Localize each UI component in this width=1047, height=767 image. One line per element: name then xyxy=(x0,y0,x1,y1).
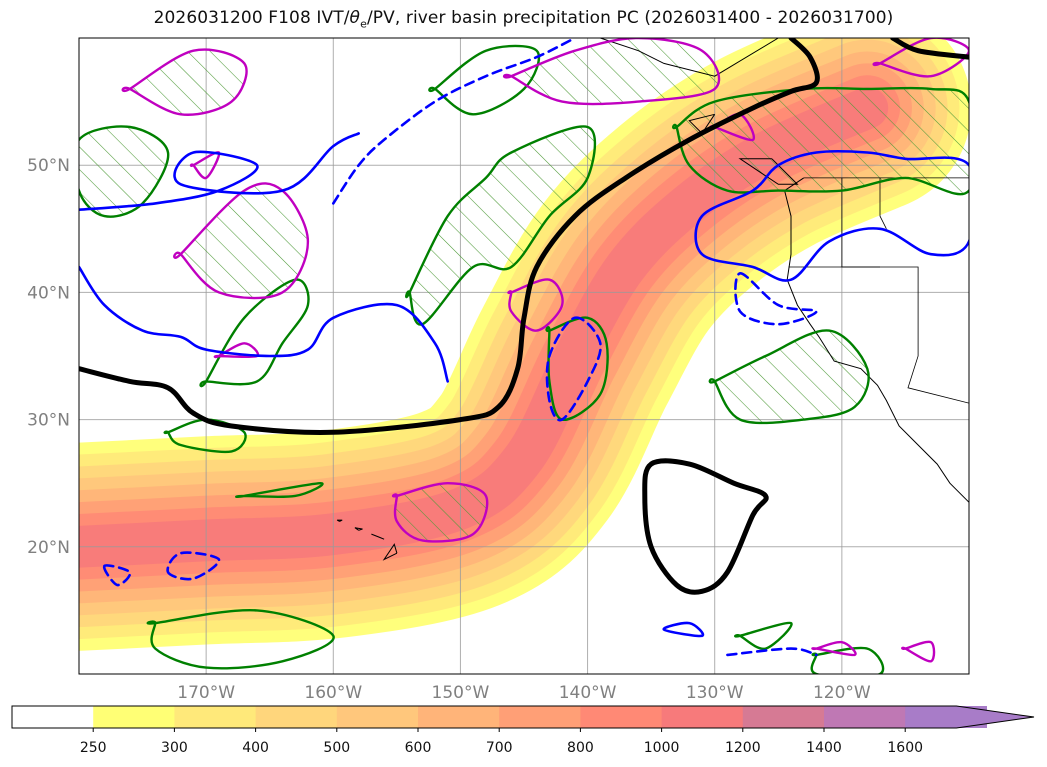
precip-contour-magenta xyxy=(173,182,310,300)
colorbar-segment-250 xyxy=(93,706,175,728)
x-tick-label: 160°W xyxy=(304,683,362,703)
precip-hatch-area xyxy=(406,126,595,325)
country-border xyxy=(841,177,969,404)
pv-contour xyxy=(79,132,360,211)
colorbar-segment-1400 xyxy=(824,706,906,728)
colorbar-outline xyxy=(11,705,1035,729)
precip-hatch-area xyxy=(174,183,308,299)
y-tick-label: 20°N xyxy=(27,538,70,558)
precip-contour-magenta xyxy=(391,482,489,543)
colorbar-tick-label: 1600 xyxy=(887,740,923,756)
precip-contour-green xyxy=(235,482,324,499)
precip-hatch-area xyxy=(673,87,969,195)
colorbar-tick-label: 1400 xyxy=(806,740,842,756)
precip-hatch-area xyxy=(122,49,247,115)
colorbar-segment-700 xyxy=(499,706,581,728)
precip-contour-magenta xyxy=(811,640,857,657)
theta-e-contour xyxy=(890,38,969,60)
precip-hatching xyxy=(79,38,969,542)
coastlines xyxy=(336,38,969,561)
precip-contour-green xyxy=(545,316,609,421)
y-tick-label: 30°N xyxy=(27,411,70,431)
chart-title: 2026031200 F108 IVT/θe/PV, river basin p… xyxy=(153,8,894,31)
precip-contour-green xyxy=(708,329,870,425)
coastline xyxy=(600,38,779,77)
precip-contour-magenta xyxy=(901,640,936,663)
colorbar-tick-label: 1200 xyxy=(725,740,761,756)
pv-contour xyxy=(545,316,602,422)
contours xyxy=(79,38,969,674)
coastline xyxy=(688,113,716,135)
colorbar: 250 300 400 500 600 700 800 1000 1200 1400 1600 xyxy=(11,705,1035,756)
colorbar-segment-500 xyxy=(336,706,419,728)
precip-contour-magenta xyxy=(502,38,721,106)
map-frame xyxy=(78,37,970,675)
precip-contour-green xyxy=(428,44,541,116)
precip-hatch-area xyxy=(79,126,169,217)
theta-e-contour xyxy=(642,458,769,595)
x-axis-ticks: 170°W 160°W 150°W 140°W 130°W 120°W xyxy=(177,683,871,703)
coastline xyxy=(354,527,363,531)
x-tick-label: 130°W xyxy=(686,683,744,703)
colorbar-tick-label: 700 xyxy=(486,740,513,756)
colorbar-extend-arrow xyxy=(905,706,1034,728)
colorbar-tick-label: 800 xyxy=(567,740,594,756)
x-tick-label: 150°W xyxy=(432,683,490,703)
colorbar-tick-label: 300 xyxy=(161,740,188,756)
x-tick-label: 140°W xyxy=(559,683,617,703)
pv-contour xyxy=(662,621,705,638)
colorbar-tick-label: 500 xyxy=(323,740,350,756)
colorbar-segment-1200 xyxy=(742,706,825,728)
colorbar-tick-label: 1000 xyxy=(644,740,680,756)
pv-contour xyxy=(79,265,449,383)
country-border xyxy=(879,177,887,229)
colorbar-segment-600 xyxy=(418,706,500,728)
x-tick-label: 170°W xyxy=(177,683,235,703)
pv-contour xyxy=(166,551,221,581)
colorbar-segment-300 xyxy=(174,706,257,728)
pv-contour xyxy=(694,149,969,282)
colorbar-tick-label: 400 xyxy=(242,740,269,756)
coastline xyxy=(784,177,969,503)
precip-contour-magenta xyxy=(872,38,969,78)
precip-contour-green xyxy=(199,278,310,388)
colorbar-segment-400 xyxy=(255,706,338,728)
precip-contour-green xyxy=(734,621,793,650)
precip-contour-green xyxy=(79,125,170,218)
colorbar-tick-label: 250 xyxy=(80,740,107,756)
pv-contour xyxy=(102,564,132,587)
pv-contour xyxy=(734,272,818,326)
colorbar-tick-label: 600 xyxy=(405,740,432,756)
pv-contour xyxy=(726,647,818,657)
colorbar-segment-1000 xyxy=(661,706,744,728)
precip-hatch-area xyxy=(504,38,720,105)
precip-contour-green xyxy=(146,608,335,670)
colorbar-segment-800 xyxy=(580,706,663,728)
coastline xyxy=(382,543,398,561)
precip-contour-magenta xyxy=(507,278,564,332)
precip-contour-magenta xyxy=(121,48,248,116)
coastline xyxy=(336,519,343,522)
y-tick-label: 50°N xyxy=(27,156,70,176)
theta-e-contour xyxy=(79,38,820,435)
coastline xyxy=(371,533,385,540)
coastline xyxy=(738,158,799,185)
colorbar-under-segment xyxy=(12,706,94,728)
y-tick-label: 40°N xyxy=(27,283,70,303)
pv-contour xyxy=(332,38,577,205)
y-axis-ticks: 20°N 30°N 40°N 50°N xyxy=(27,156,70,558)
precip-hatch-area xyxy=(393,483,488,542)
x-tick-label: 120°W xyxy=(813,683,871,703)
